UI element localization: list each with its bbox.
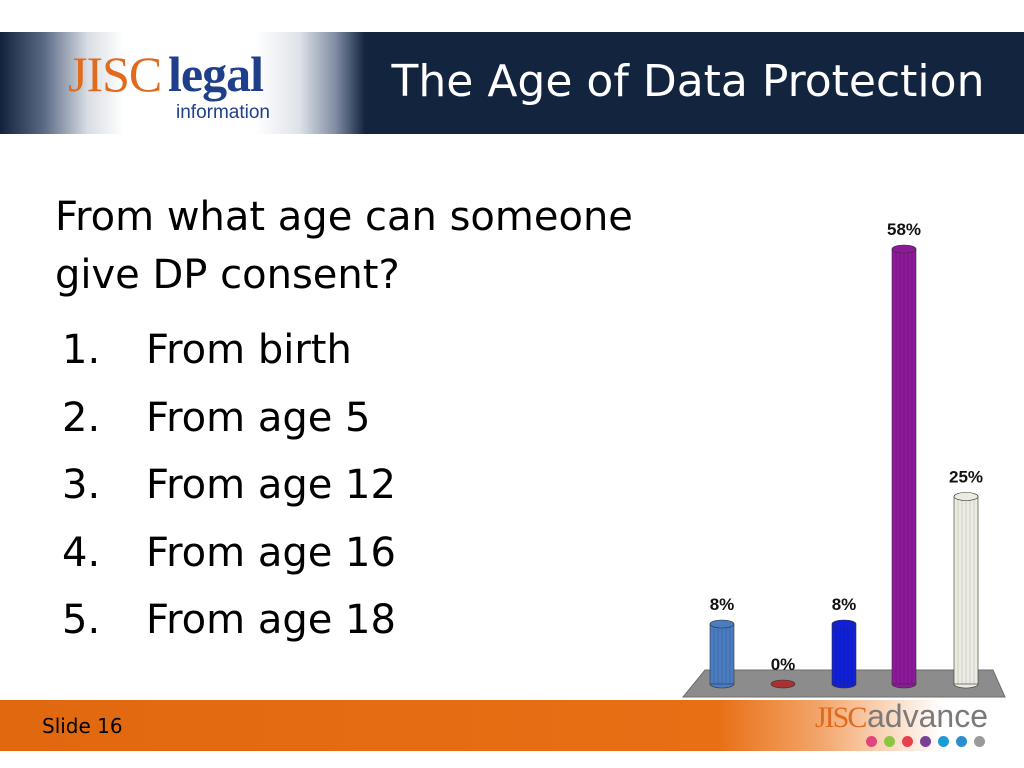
option-number: 1. xyxy=(62,327,101,373)
option-number: 2. xyxy=(62,394,101,441)
option-text: From birth xyxy=(146,327,352,373)
brand-dot xyxy=(920,736,931,747)
data-label: 8% xyxy=(832,595,857,614)
poll-results-chart: 8%1.0%2.8%3.58%4.25%5. xyxy=(681,220,1006,725)
slide-number: Slide 16 xyxy=(42,714,123,738)
option-text: From age 5 xyxy=(146,394,371,441)
option-text: From age 12 xyxy=(146,462,396,508)
logo-legal-text: legal xyxy=(168,46,264,102)
brand-dot xyxy=(956,736,967,747)
jisc-advance-logo: JISC advance xyxy=(815,698,1015,750)
bar-body xyxy=(953,496,979,685)
logo-panel: JISC legal information xyxy=(0,32,365,134)
logo-jisc-text: JISC xyxy=(68,46,162,102)
bar-top xyxy=(953,492,979,501)
bar-3 xyxy=(831,619,857,689)
bar-top xyxy=(770,679,796,689)
brand-dot xyxy=(902,736,913,747)
bar-top xyxy=(709,619,735,629)
data-label: 25% xyxy=(949,468,983,487)
brand-dot xyxy=(884,736,895,747)
bar-2 xyxy=(770,679,796,689)
option-number: 3. xyxy=(62,462,101,508)
answer-option: 5. From age 18 xyxy=(62,592,622,660)
data-label: 58% xyxy=(887,220,921,239)
jisc-advance-jisc-text: JISC xyxy=(815,701,867,734)
question-text: From what age can someone give DP consen… xyxy=(55,194,633,298)
bar-body xyxy=(831,623,857,685)
bar-top xyxy=(831,619,857,629)
bar-top xyxy=(891,244,917,254)
jisc-legal-logo: JISC legal information xyxy=(68,44,308,124)
answer-option: 4. From age 16 xyxy=(62,525,622,593)
option-text: From age 16 xyxy=(146,529,396,576)
bar-body xyxy=(891,248,917,685)
option-number: 4. xyxy=(62,529,101,576)
brand-dot xyxy=(974,736,985,747)
option-number: 5. xyxy=(62,597,101,643)
footer-bar: Slide 16 xyxy=(0,700,1024,751)
answer-options-list: 1. From birth 2. From age 5 3. From age … xyxy=(62,322,622,660)
bar-5 xyxy=(953,492,979,689)
logo-information-text: information xyxy=(176,102,270,123)
brand-dots xyxy=(866,736,996,748)
jisc-advance-advance-text: advance xyxy=(867,698,988,734)
bar-body xyxy=(709,623,735,685)
answer-option: 2. From age 5 xyxy=(62,390,622,458)
option-text: From age 18 xyxy=(146,597,396,643)
bar-4 xyxy=(891,244,917,689)
data-label: 0% xyxy=(771,655,796,674)
bar-1 xyxy=(709,619,735,689)
answer-option: 1. From birth xyxy=(62,322,622,390)
slide-title: The Age of Data Protection xyxy=(391,56,985,107)
brand-dot xyxy=(866,736,877,747)
header-banner: JISC legal information The Age of Data P… xyxy=(0,32,1024,134)
brand-dot xyxy=(938,736,949,747)
data-label: 8% xyxy=(710,595,735,614)
answer-option: 3. From age 12 xyxy=(62,457,622,525)
